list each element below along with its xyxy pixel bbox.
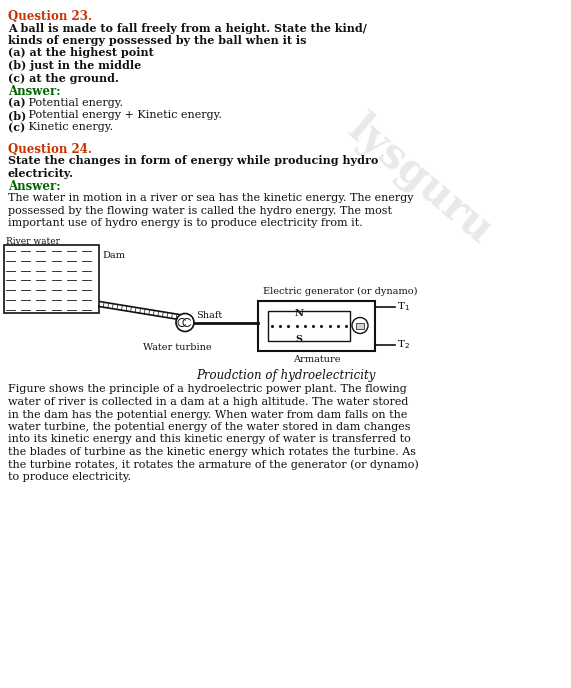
Text: Water turbine: Water turbine bbox=[143, 343, 212, 352]
Text: Electric generator (or dynamo): Electric generator (or dynamo) bbox=[263, 288, 417, 297]
Text: (b): (b) bbox=[8, 110, 26, 121]
Text: Figure shows the principle of a hydroelectric power plant. The flowing: Figure shows the principle of a hydroele… bbox=[8, 385, 407, 394]
Text: Dam: Dam bbox=[102, 250, 125, 259]
Text: Shaft: Shaft bbox=[196, 312, 222, 321]
Text: (c) at the ground.: (c) at the ground. bbox=[8, 72, 119, 83]
Text: Proudction of hydroelectricity: Proudction of hydroelectricity bbox=[196, 369, 375, 382]
Circle shape bbox=[176, 314, 194, 332]
Text: electricity.: electricity. bbox=[8, 168, 74, 179]
Bar bbox=[258, 301, 375, 350]
Text: kinds of energy possessed by the ball when it is: kinds of energy possessed by the ball wh… bbox=[8, 35, 307, 46]
Text: (b) just in the middle: (b) just in the middle bbox=[8, 60, 141, 71]
Text: River water: River water bbox=[6, 237, 60, 246]
Text: Armature: Armature bbox=[293, 354, 340, 363]
Bar bbox=[4, 244, 99, 312]
Text: N: N bbox=[295, 308, 303, 317]
Text: The water in motion in a river or sea has the kinetic energy. The energy: The water in motion in a river or sea ha… bbox=[8, 193, 413, 203]
Text: (a) at the highest point: (a) at the highest point bbox=[8, 47, 154, 58]
Text: Potential energy + Kinetic energy.: Potential energy + Kinetic energy. bbox=[25, 110, 222, 120]
Text: water of river is collected in a dam at a high altitude. The water stored: water of river is collected in a dam at … bbox=[8, 397, 408, 407]
Text: Potential energy.: Potential energy. bbox=[25, 98, 123, 107]
Text: (a): (a) bbox=[8, 98, 26, 109]
Text: important use of hydro energy is to produce electricity from it.: important use of hydro energy is to prod… bbox=[8, 218, 363, 228]
Text: (c): (c) bbox=[8, 122, 25, 133]
Bar bbox=[356, 323, 364, 328]
Text: to produce electricity.: to produce electricity. bbox=[8, 472, 131, 482]
Text: T$_1$: T$_1$ bbox=[397, 300, 410, 313]
Text: in the dam has the potential energy. When water from dam falls on the: in the dam has the potential energy. Whe… bbox=[8, 409, 407, 420]
Circle shape bbox=[352, 317, 368, 334]
Text: Answer:: Answer: bbox=[8, 180, 61, 193]
Text: into its kinetic energy and this kinetic energy of water is transferred to: into its kinetic energy and this kinetic… bbox=[8, 435, 411, 444]
Bar bbox=[268, 310, 350, 341]
Text: the blades of turbine as the kinetic energy which rotates the turbine. As: the blades of turbine as the kinetic ene… bbox=[8, 447, 416, 457]
Text: Question 23.: Question 23. bbox=[8, 10, 92, 23]
Text: Question 24.: Question 24. bbox=[8, 143, 92, 156]
Text: possessed by the flowing water is called the hydro energy. The most: possessed by the flowing water is called… bbox=[8, 206, 392, 215]
Text: lysguru: lysguru bbox=[339, 107, 501, 252]
Text: water turbine, the potential energy of the water stored in dam changes: water turbine, the potential energy of t… bbox=[8, 422, 411, 432]
Text: State the changes in form of energy while producing hydro: State the changes in form of energy whil… bbox=[8, 155, 379, 166]
Text: A ball is made to fall freely from a height. State the kind/: A ball is made to fall freely from a hei… bbox=[8, 23, 367, 34]
Text: Kinetic energy.: Kinetic energy. bbox=[25, 122, 113, 133]
Text: Answer:: Answer: bbox=[8, 85, 61, 98]
Text: the turbine rotates, it rotates the armature of the generator (or dynamo): the turbine rotates, it rotates the arma… bbox=[8, 460, 419, 470]
Text: S: S bbox=[295, 336, 303, 345]
Text: T$_2$: T$_2$ bbox=[397, 338, 410, 351]
